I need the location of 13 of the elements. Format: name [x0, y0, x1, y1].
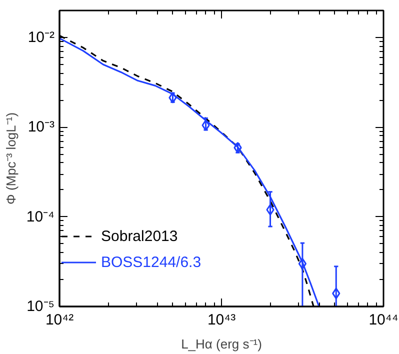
x-axis-title: L_Hα (erg s⁻¹): [181, 336, 262, 352]
point: [298, 258, 307, 270]
point: [332, 288, 340, 300]
y-tick-label: 10⁻²: [28, 28, 55, 46]
x-tick-label: 10⁴⁴: [368, 312, 398, 328]
legend-label: BOSS1244/6.3: [101, 254, 202, 270]
legend-label: Sobral2013: [101, 228, 178, 244]
y-tick-label: 10⁻³: [28, 118, 55, 136]
y-tick-label: 10⁻⁴: [26, 208, 55, 226]
point: [202, 120, 210, 132]
point: [266, 204, 274, 216]
y-axis-title: Φ (Mpc⁻³ logL⁻¹): [3, 112, 18, 205]
x-tick-label: 10⁴³: [207, 312, 236, 328]
